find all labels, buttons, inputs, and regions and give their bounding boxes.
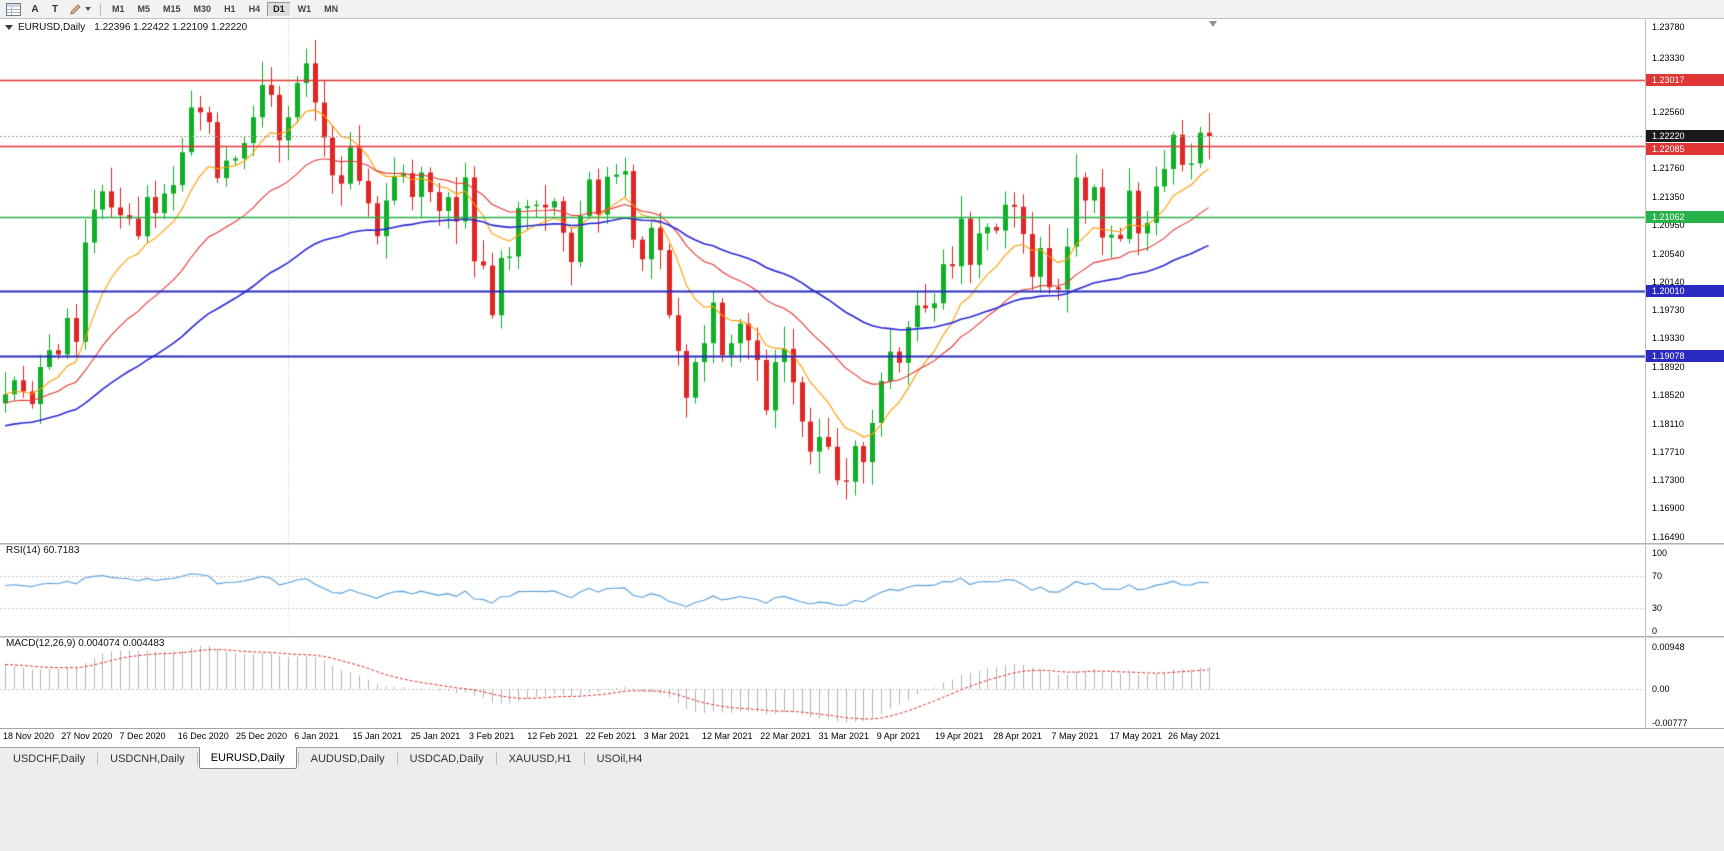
rsi-axis-label: 70 [1652, 571, 1663, 582]
date-axis-label: 25 Dec 2020 [236, 731, 288, 741]
a-tool-button[interactable]: A [31, 3, 39, 15]
date-axis-label: 3 Mar 2021 [643, 731, 690, 741]
timeframe-button-m5[interactable]: M5 [137, 4, 151, 14]
date-axis-label: 27 Nov 2020 [61, 731, 113, 741]
bottom-bar: USDCHF,Daily USDCNH,Daily EURUSD,Daily AUDU… [0, 747, 1724, 851]
tab-separator [297, 752, 299, 765]
rsi-axis-label: 0 [1652, 626, 1658, 636]
price-axis-label: 1.19730 [1652, 305, 1685, 316]
date-axis-label: 18 Nov 2020 [3, 731, 55, 741]
price-badge-support-blue-upper: 1.20010 [1646, 284, 1724, 297]
price-axis-label: 1.17300 [1652, 475, 1685, 486]
date-axis-label: 16 Dec 2020 [177, 731, 229, 741]
tab-separator [97, 752, 99, 765]
date-axis-label: 22 Mar 2021 [760, 731, 811, 741]
price-axis-label: 1.20140 [1652, 276, 1685, 287]
chart-tab-bar: USDCHF,Daily USDCNH,Daily EURUSD,Daily AUDU… [0, 747, 1724, 769]
timeframe-group: M1 M5 M15 M30 H1 H4 D1 W1 MN [106, 1, 344, 17]
rsi-indicator-label: RSI(14) 60.7183 [6, 545, 80, 556]
price-axis-border [1645, 19, 1646, 728]
price-axis-label: 1.16490 [1652, 532, 1685, 542]
chart-symbol-title: EURUSD,Daily [18, 22, 86, 33]
timeframe-button-d1[interactable]: D1 [267, 1, 291, 17]
price-axis-label: 1.23330 [1652, 53, 1685, 64]
date-axis-label: 6 Jan 2021 [294, 731, 339, 741]
timeframe-button-h4[interactable]: H4 [248, 4, 261, 14]
timeframe-button-m15[interactable]: M15 [163, 4, 181, 14]
price-axis-label: 1.18920 [1652, 362, 1685, 372]
macd-axis-label: -0.00777 [1652, 718, 1688, 729]
date-axis-label: 26 May 2021 [1168, 731, 1221, 741]
chevron-down-icon [85, 7, 91, 11]
chart-tab-xauusd[interactable]: XAUUSD,H1 [508, 752, 572, 765]
timeframe-button-m1[interactable]: M1 [112, 4, 125, 14]
date-axis-label: 3 Feb 2021 [469, 731, 515, 741]
t-tool-button[interactable]: T [51, 3, 59, 15]
price-badge-support-green: 1.21062 [1646, 211, 1724, 224]
date-axis-label: 12 Feb 2021 [527, 731, 578, 741]
chart-tab-usdcad[interactable]: USDCAD,Daily [409, 752, 484, 765]
date-axis-label: 9 Apr 2021 [876, 731, 921, 741]
tab-separator [495, 752, 497, 765]
toolbar-separator [100, 2, 101, 16]
date-axis-label: 25 Jan 2021 [410, 731, 461, 741]
price-axis-label: 1.17710 [1652, 446, 1685, 457]
rsi-axis-label: 30 [1652, 602, 1663, 613]
price-axis-label: 1.16900 [1652, 503, 1685, 514]
one-click-trading-toggle[interactable] [5, 25, 13, 30]
price-badge-resistance-lower: 1.22085 [1646, 143, 1724, 156]
tab-separator [583, 752, 585, 765]
date-axis-label: 17 May 2021 [1109, 731, 1162, 741]
date-axis-label: 15 Jan 2021 [352, 731, 403, 741]
price-axis-label: 1.18520 [1652, 389, 1685, 400]
date-axis-label: 7 May 2021 [1051, 731, 1099, 741]
macd-axis-label: 0.00948 [1652, 642, 1685, 652]
timeframe-button-w1[interactable]: W1 [297, 4, 312, 14]
panel-splitter-rsi[interactable] [0, 543, 1724, 545]
chart-tab-usoil[interactable]: USOil,H4 [596, 752, 643, 765]
price-badge-resistance-upper: 1.23017 [1646, 74, 1724, 87]
chart-title: EURUSD,Daily 1.22396 1.22422 1.22109 1.2… [5, 22, 247, 33]
price-badge-current-price: 1.22220 [1646, 130, 1724, 143]
chart-tab-usdcnh[interactable]: USDCNH,Daily [110, 752, 185, 765]
timeframe-button-h1[interactable]: H1 [224, 4, 236, 14]
price-axis-label: 1.22560 [1652, 107, 1685, 118]
price-axis-label: 1.21350 [1652, 192, 1685, 202]
toolbar: A T M1 M5 M15 M30 H1 H4 D1 W1 MN [0, 0, 1724, 19]
price-chart-canvas[interactable] [0, 19, 1724, 729]
date-axis-label: 28 Apr 2021 [993, 731, 1042, 741]
chart-shift-marker[interactable] [1209, 21, 1217, 27]
tab-separator [196, 752, 198, 765]
price-badge-support-blue-lower: 1.19078 [1646, 349, 1724, 362]
panel-splitter-macd[interactable] [0, 636, 1724, 638]
chart-tab-usdchf[interactable]: USDCHF,Daily [13, 752, 86, 765]
chart-window-icon[interactable] [2, 1, 25, 18]
date-axis-label: 31 Mar 2021 [818, 731, 870, 741]
price-axis-label: 1.21760 [1652, 163, 1685, 174]
chart-ohlc-values: 1.22396 1.22422 1.22109 1.22220 [94, 22, 248, 33]
price-axis-label: 1.18110 [1652, 418, 1684, 429]
price-axis-label: 1.23780 [1652, 22, 1685, 32]
tab-separator [396, 752, 398, 765]
date-axis-label: 19 Apr 2021 [935, 731, 984, 741]
chart-tab-eurusd[interactable]: EURUSD,Daily [198, 747, 297, 769]
date-axis-label: 7 Dec 2020 [119, 731, 166, 741]
date-axis-label: 12 Mar 2021 [702, 731, 753, 741]
price-axis-label: 1.20950 [1652, 219, 1685, 230]
timeframe-button-mn[interactable]: MN [324, 4, 339, 14]
macd-indicator-label: MACD(12,26,9) 0.004074 0.004483 [6, 638, 165, 649]
chart-tab-audusd[interactable]: AUDUSD,Daily [310, 752, 385, 765]
price-axis-label: 1.19330 [1652, 333, 1685, 344]
pencil-tool-button[interactable] [65, 1, 95, 18]
price-axis-label: 1.20540 [1652, 248, 1685, 259]
macd-axis-label: 0.00 [1652, 684, 1670, 694]
date-axis-label: 22 Feb 2021 [585, 731, 637, 741]
rsi-axis-label: 100 [1652, 548, 1668, 558]
time-axis-border [0, 728, 1724, 729]
timeframe-button-m30[interactable]: M30 [193, 4, 212, 14]
